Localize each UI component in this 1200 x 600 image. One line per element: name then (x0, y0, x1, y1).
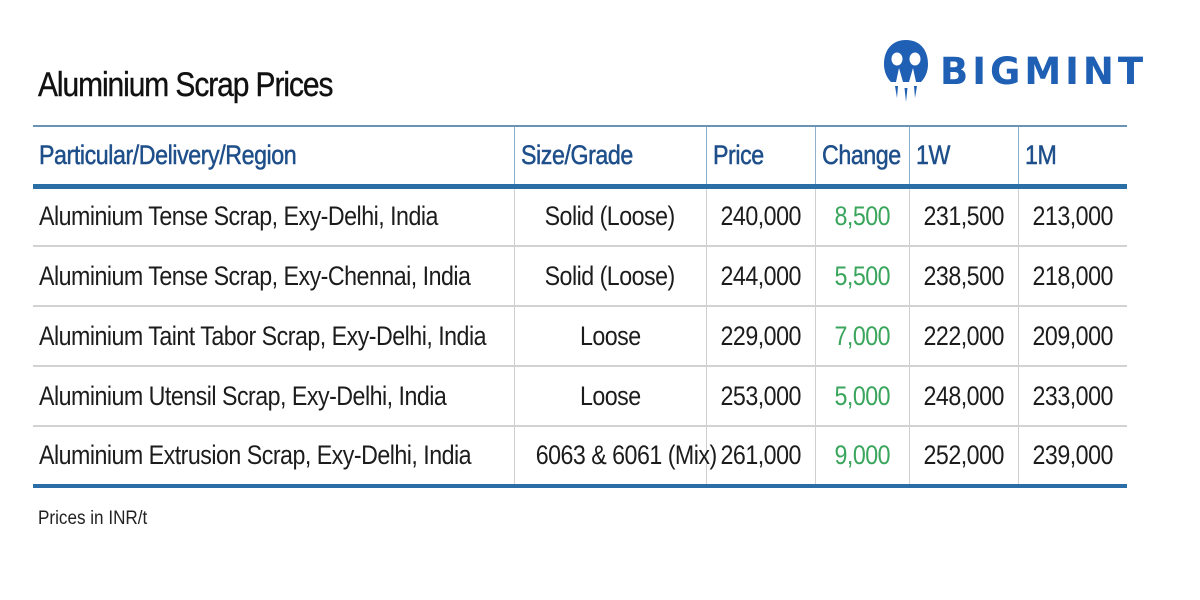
cell-size-grade: Solid (Loose) (513, 246, 706, 307)
table-row: Aluminium Tense Scrap, Exy-Chennai, Indi… (33, 246, 1127, 307)
cell-change: 7,000 (814, 306, 909, 367)
column-header-1m: 1M (1017, 125, 1127, 189)
column-header-change: Change (814, 125, 909, 189)
table-row: Aluminium Taint Tabor Scrap, Exy-Delhi, … (33, 306, 1127, 367)
table-row: Aluminium Tense Scrap, Exy-Delhi, India … (33, 186, 1127, 247)
cell-1m: 209,000 (1017, 306, 1127, 367)
cell-1w: 222,000 (908, 306, 1018, 367)
cell-price: 240,000 (705, 186, 815, 247)
cell-particular: Aluminium Tense Scrap, Exy-Chennai, Indi… (33, 246, 514, 307)
cell-1w: 231,500 (908, 186, 1018, 247)
cell-size-grade: 6063 & 6061 (Mix) (513, 426, 717, 488)
column-header-size-grade: Size/Grade (513, 125, 706, 189)
cell-1m: 213,000 (1017, 186, 1127, 247)
table-row: Aluminium Extrusion Scrap, Exy-Delhi, In… (33, 426, 1127, 488)
cell-particular: Aluminium Utensil Scrap, Exy-Delhi, Indi… (33, 366, 514, 427)
column-header-price: Price (705, 125, 815, 189)
cell-price: 229,000 (705, 306, 815, 367)
cell-1m: 233,000 (1017, 366, 1127, 427)
table-header-row: Particular/Delivery/Region Size/Grade Pr… (33, 125, 1127, 189)
cell-change: 5,000 (814, 366, 909, 427)
cell-size-grade: Solid (Loose) (513, 186, 706, 247)
bigmint-logo-icon (884, 40, 928, 102)
brand-logo: BIGMINT (882, 38, 1147, 104)
cell-change: 8,500 (814, 186, 909, 247)
cell-particular: Aluminium Taint Tabor Scrap, Exy-Delhi, … (33, 306, 514, 367)
column-header-1w: 1W (908, 125, 1018, 189)
prices-table: Particular/Delivery/Region Size/Grade Pr… (33, 125, 1127, 488)
cell-1w: 248,000 (908, 366, 1018, 427)
cell-size-grade: Loose (513, 366, 706, 427)
cell-price: 253,000 (705, 366, 815, 427)
page-title: Aluminium Scrap Prices (38, 66, 334, 104)
cell-particular: Aluminium Tense Scrap, Exy-Delhi, India (33, 186, 514, 247)
cell-1w: 252,000 (908, 426, 1018, 488)
cell-1w: 238,500 (908, 246, 1018, 307)
cell-change: 9,000 (814, 426, 909, 488)
brand-name: BIGMINT (940, 49, 1148, 93)
units-footnote: Prices in INR/t (38, 508, 148, 529)
cell-size-grade: Loose (513, 306, 706, 367)
cell-1m: 239,000 (1017, 426, 1127, 488)
column-header-particular: Particular/Delivery/Region (33, 125, 514, 189)
table-row: Aluminium Utensil Scrap, Exy-Delhi, Indi… (33, 366, 1127, 427)
cell-change: 5,500 (814, 246, 909, 307)
cell-particular: Aluminium Extrusion Scrap, Exy-Delhi, In… (33, 426, 514, 488)
cell-price: 261,000 (705, 426, 815, 488)
cell-price: 244,000 (705, 246, 815, 307)
cell-1m: 218,000 (1017, 246, 1127, 307)
